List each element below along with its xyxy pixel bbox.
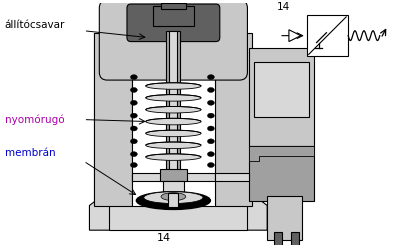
Bar [249,48,313,146]
Bar [266,196,301,240]
Text: membrán: membrán [4,148,55,158]
Ellipse shape [130,75,137,80]
Bar [249,146,313,201]
Ellipse shape [207,113,214,118]
Ellipse shape [145,130,200,137]
FancyBboxPatch shape [127,4,219,42]
FancyBboxPatch shape [99,0,247,80]
Ellipse shape [207,139,214,144]
Text: 14: 14 [156,233,170,243]
Ellipse shape [130,87,137,92]
Bar [159,169,187,181]
Ellipse shape [145,83,200,89]
Ellipse shape [130,139,137,144]
Ellipse shape [161,193,185,201]
Text: állítócsavar: állítócsavar [4,20,65,30]
Bar [160,3,186,9]
Ellipse shape [130,126,137,131]
Ellipse shape [130,162,137,168]
Bar [109,201,247,230]
Bar [290,232,298,245]
Text: nyomórugó: nyomórugó [4,114,64,125]
Ellipse shape [145,118,200,125]
Ellipse shape [207,100,214,105]
Ellipse shape [207,162,214,168]
Ellipse shape [207,152,214,157]
Ellipse shape [145,154,200,160]
Bar [168,193,178,208]
Polygon shape [249,146,313,161]
Ellipse shape [145,107,200,113]
Ellipse shape [136,192,210,209]
Polygon shape [288,30,300,42]
Bar [94,33,222,206]
Bar [169,31,177,204]
Text: 14: 14 [276,2,290,12]
Ellipse shape [145,95,200,101]
Bar [94,33,132,206]
Ellipse shape [130,152,137,157]
Bar [306,15,347,56]
Ellipse shape [207,126,214,131]
Polygon shape [89,196,266,230]
Ellipse shape [130,113,137,118]
Ellipse shape [130,100,137,105]
Ellipse shape [207,87,214,92]
Bar [132,173,214,181]
Bar [214,173,249,181]
Bar [254,62,308,117]
Ellipse shape [143,192,202,204]
Bar [214,33,252,206]
Bar [166,31,180,204]
Bar [152,6,194,26]
Bar [162,181,184,196]
Ellipse shape [207,75,214,80]
Ellipse shape [145,142,200,148]
Bar [273,232,281,245]
Bar [132,67,214,206]
